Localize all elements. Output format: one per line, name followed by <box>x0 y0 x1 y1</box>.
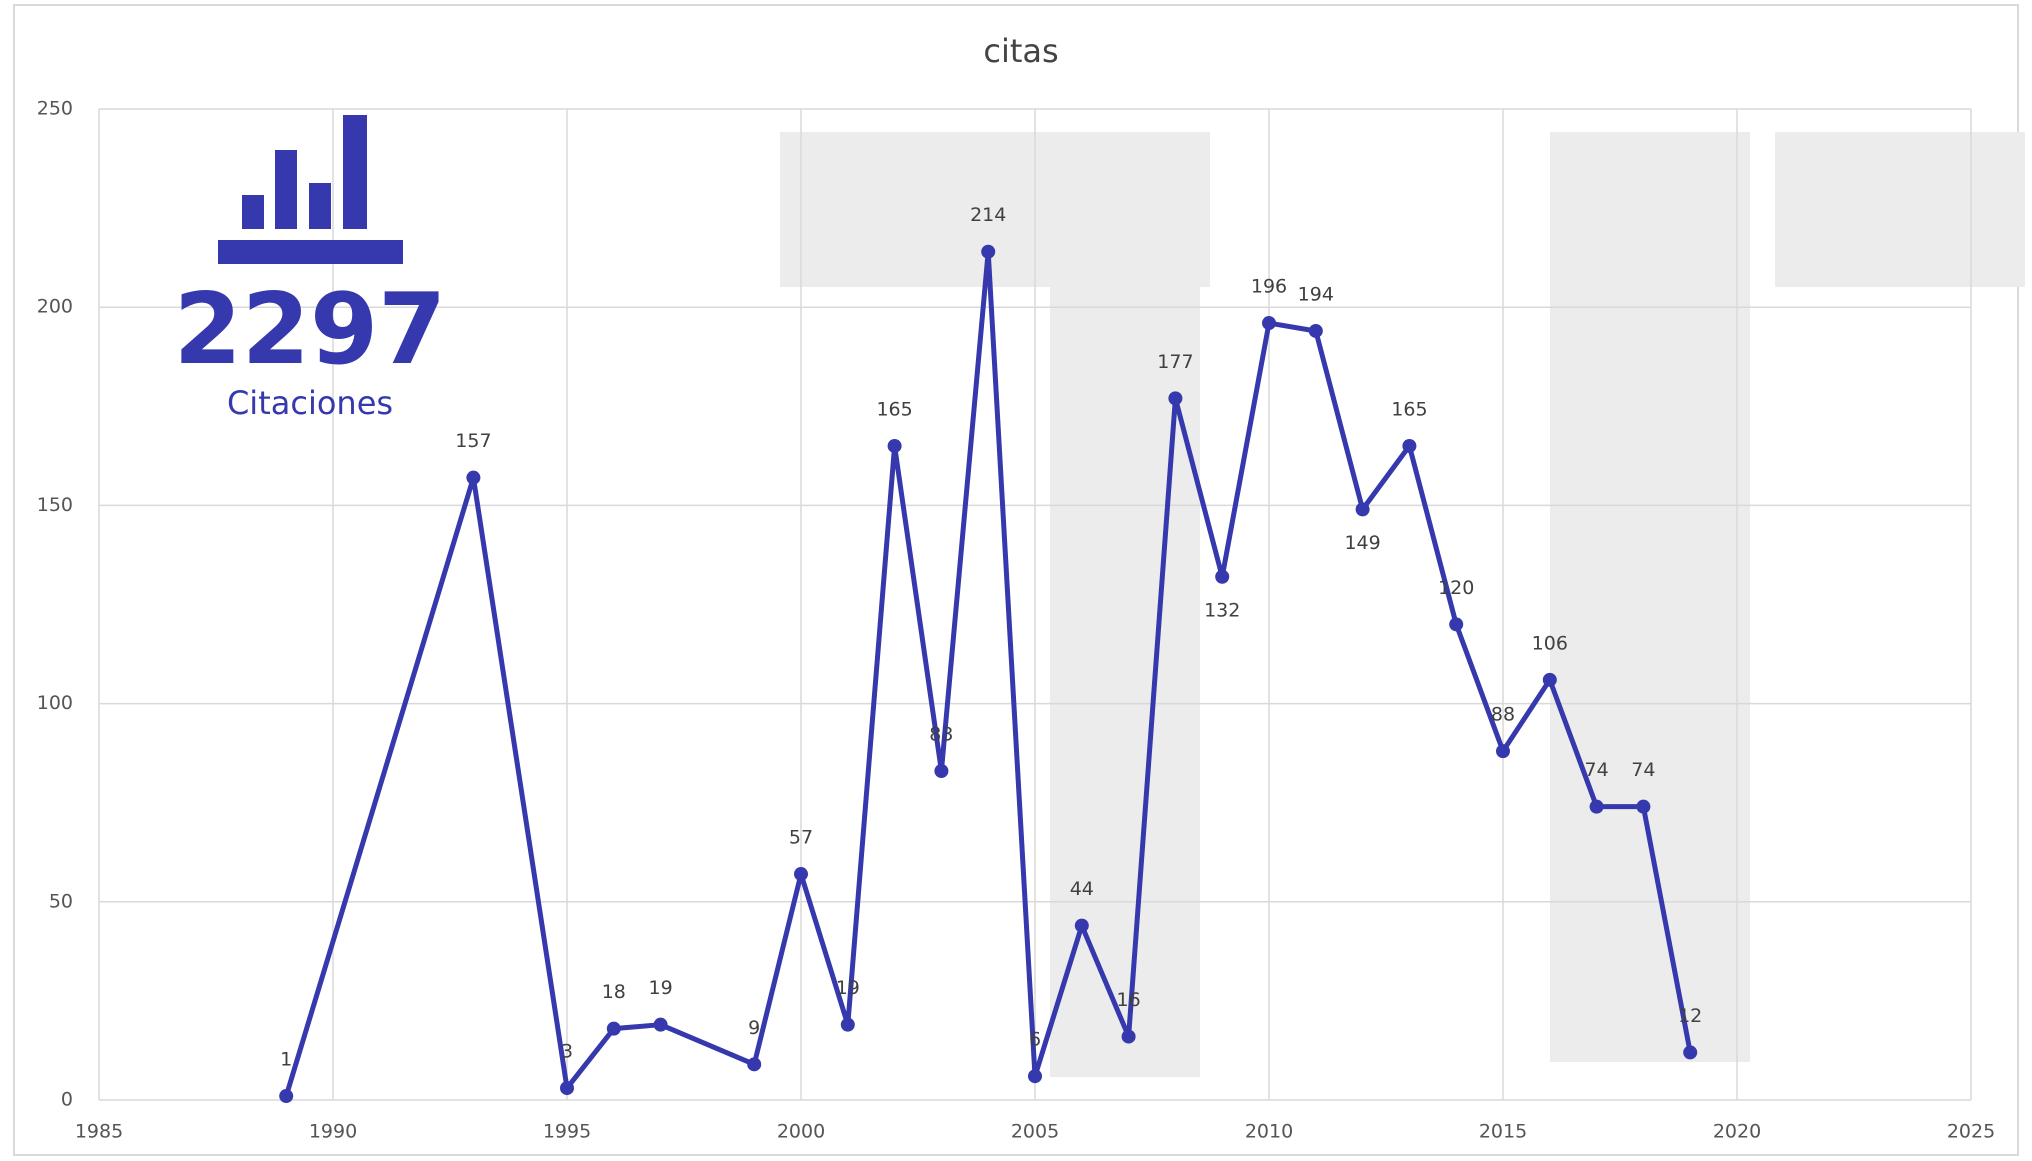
point <box>279 1089 294 1104</box>
x-tick-label: 2025 <box>1947 1121 1995 1143</box>
y-tick-label: 250 <box>37 98 73 120</box>
point <box>1636 799 1651 814</box>
point <box>1542 672 1557 687</box>
x-tick-label: 2000 <box>777 1121 825 1143</box>
point <box>794 867 808 882</box>
y-tick-label: 100 <box>37 692 73 714</box>
point <box>1168 391 1183 406</box>
point <box>1121 1029 1136 1044</box>
data-label: 16 <box>1117 989 1141 1011</box>
data-label: 120 <box>1438 577 1474 599</box>
point <box>466 470 481 485</box>
data-label: 165 <box>876 398 912 420</box>
point <box>840 1017 855 1032</box>
point <box>1308 323 1323 338</box>
y-tick-label: 50 <box>49 890 73 912</box>
point <box>1074 918 1089 933</box>
data-label: 157 <box>455 430 491 452</box>
x-tick-label: 2020 <box>1713 1121 1761 1143</box>
data-label: 19 <box>649 977 673 999</box>
y-tick-label: 150 <box>37 494 73 516</box>
data-label: 12 <box>1678 1005 1702 1027</box>
data-label: 149 <box>1344 532 1380 554</box>
icon <box>218 115 403 264</box>
data-label: 18 <box>602 981 626 1003</box>
data-label: 196 <box>1251 276 1287 298</box>
data-label: 9 <box>748 1017 760 1039</box>
point <box>887 438 902 453</box>
x-tick-label: 1990 <box>309 1121 357 1143</box>
data-label: 132 <box>1204 599 1240 621</box>
data-label: 57 <box>789 827 813 849</box>
y-tick-label: 200 <box>37 296 73 318</box>
line <box>283 249 1693 1097</box>
x-tick-label: 1985 <box>75 1121 123 1143</box>
data-label: 1 <box>280 1049 292 1071</box>
data-label: 19 <box>836 977 860 999</box>
point <box>1215 569 1230 584</box>
data-label: 3 <box>561 1041 573 1063</box>
chart-title: citas <box>983 32 1058 70</box>
x-tick-label: 2005 <box>1011 1121 1059 1143</box>
data-label: 6 <box>1029 1029 1041 1051</box>
data-label: 74 <box>1631 759 1655 781</box>
data-label: 88 <box>1491 704 1515 726</box>
point <box>653 1017 668 1032</box>
point <box>606 1021 621 1036</box>
point <box>981 244 996 259</box>
data-label: 44 <box>1070 878 1094 900</box>
x-tick-label: 1995 <box>543 1121 591 1143</box>
y-tick-label: 0 <box>61 1089 73 1111</box>
chart-border <box>13 4 2019 1156</box>
point <box>1028 1069 1042 1084</box>
point <box>1449 617 1464 632</box>
data-label: 177 <box>1157 351 1193 373</box>
total-label: Citaciones <box>227 384 393 422</box>
point <box>934 763 949 778</box>
point <box>1496 744 1510 759</box>
total-value: 2297 <box>174 273 447 387</box>
x-tick-label: 2015 <box>1479 1121 1527 1143</box>
point <box>1589 799 1604 814</box>
point <box>560 1081 574 1096</box>
data-label: 165 <box>1391 398 1427 420</box>
point <box>1402 438 1417 453</box>
point <box>1355 502 1370 517</box>
data-label: 74 <box>1585 759 1609 781</box>
point <box>747 1057 762 1072</box>
point <box>1683 1045 1698 1060</box>
point <box>1262 316 1276 331</box>
data-label: 106 <box>1532 632 1568 654</box>
data-label: 194 <box>1298 283 1334 305</box>
watermark <box>780 132 2025 1077</box>
data-label: 214 <box>970 204 1006 226</box>
x-tick-label: 2010 <box>1245 1121 1293 1143</box>
data-label: 83 <box>929 723 953 745</box>
